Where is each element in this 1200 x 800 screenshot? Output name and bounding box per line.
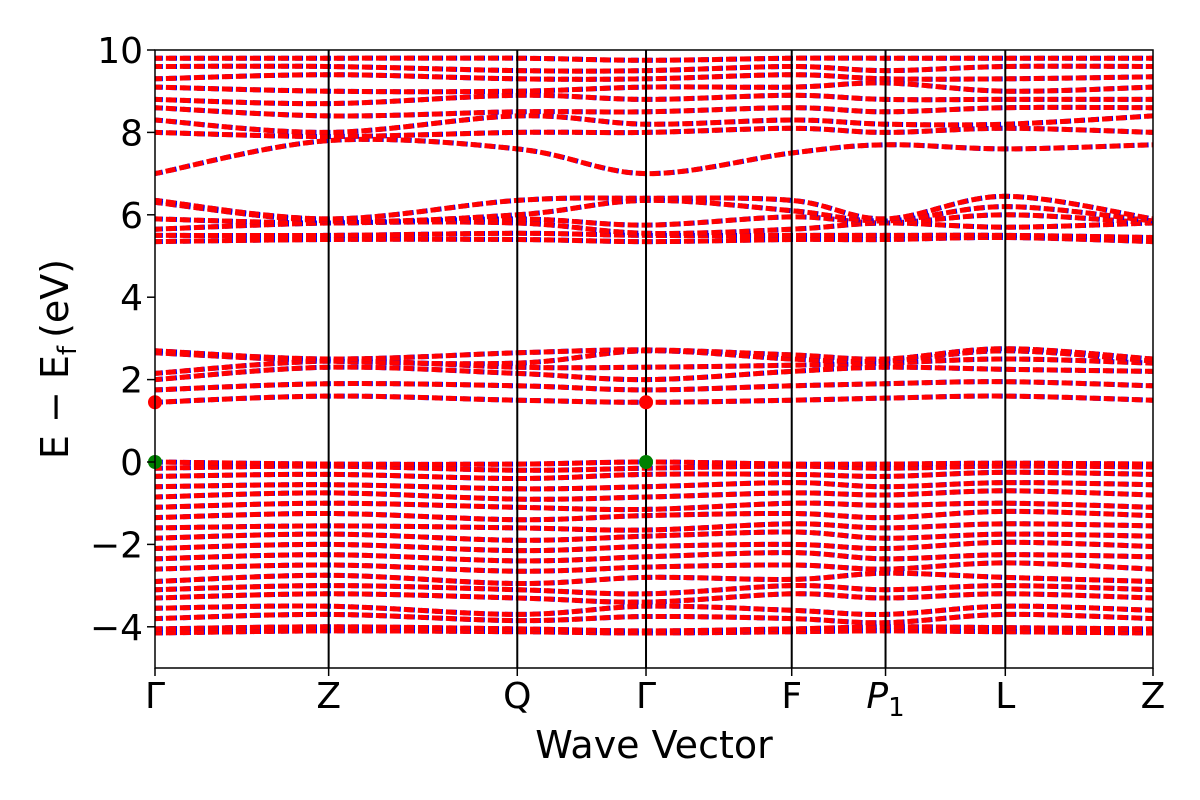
y-tick-label-0: −4: [90, 608, 143, 649]
x-ticks: Γ Z Q Γ F P1 L Z: [145, 668, 1165, 723]
x-tick-label-2: Q: [503, 676, 531, 717]
y-axis-label-unit: (eV): [33, 259, 77, 338]
x-tick-label-7: Z: [1141, 676, 1166, 717]
y-axis-label-subscript: f: [53, 345, 83, 355]
y-tick-label-2: 0: [120, 443, 143, 484]
x-tick-label-5: P1: [866, 676, 904, 723]
band-31-spin-up: [155, 136, 1153, 177]
y-tick-label-7: 10: [97, 31, 143, 72]
x-tick-label-sub-5: 1: [888, 693, 905, 723]
x-tick-label-6: L: [995, 676, 1015, 717]
kpoint-lines: [327, 50, 1007, 668]
x-tick-label-3: Γ: [636, 676, 656, 717]
y-tick-label-3: 2: [120, 361, 143, 402]
x-tick-label-4: F: [781, 676, 802, 717]
x-tick-label-0: Γ: [145, 676, 165, 717]
marker-vbm-3: [639, 455, 654, 469]
x-axis-label: Wave Vector: [535, 723, 773, 767]
y-tick-label-6: 8: [120, 113, 143, 154]
y-tick-label-4: 4: [120, 278, 143, 319]
y-axis-label: E − Ef (eV): [33, 259, 83, 459]
marker-cbm-1: [639, 395, 654, 410]
y-axis-label-main: E − E: [33, 355, 77, 459]
y-ticks: −4 −2 0 2 4 6 8 10: [90, 31, 155, 649]
x-tick-label-main-5: P: [866, 676, 888, 717]
x-tick-label-1: Z: [316, 676, 341, 717]
y-tick-label-1: −2: [90, 525, 143, 566]
y-tick-label-5: 6: [120, 196, 143, 237]
plot-frame: [154, 49, 1154, 669]
